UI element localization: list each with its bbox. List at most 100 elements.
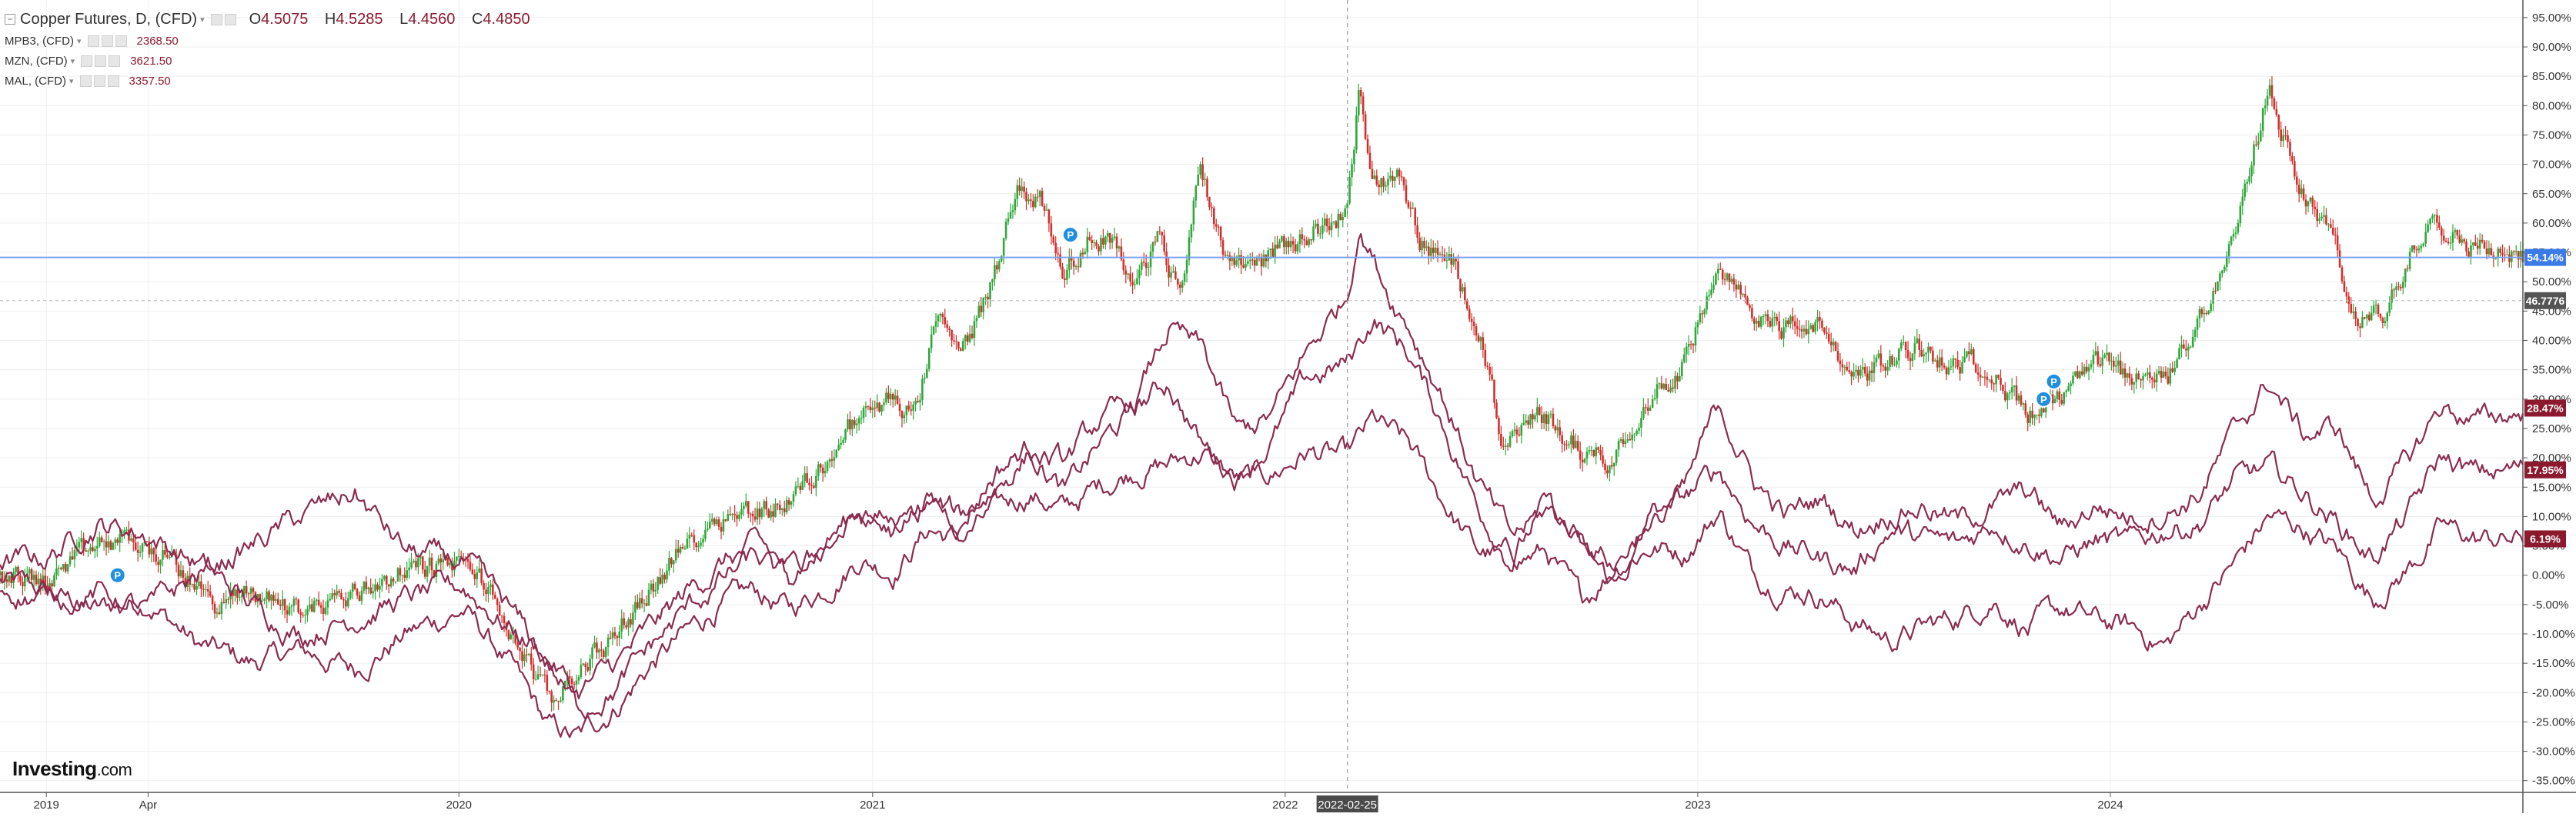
candle-body: [1482, 337, 1485, 350]
candle-body: [957, 342, 960, 349]
candle-body: [71, 556, 74, 560]
hide-icon[interactable]: [224, 13, 236, 25]
candle-body: [1077, 266, 1080, 268]
candle-body: [232, 590, 234, 596]
candle-body: [1488, 366, 1491, 375]
candle-body: [2478, 239, 2481, 249]
candle-body: [0, 571, 2, 575]
candle-body: [891, 394, 894, 400]
candle-body: [340, 592, 342, 600]
candle-body: [1217, 226, 1220, 228]
candle-body: [485, 589, 487, 595]
candle-body: [2347, 296, 2350, 305]
candle-body: [982, 298, 985, 312]
candle-body: [1592, 449, 1595, 456]
hide-icon[interactable]: [93, 75, 105, 87]
candle-body: [1545, 414, 1548, 425]
candle-body: [1016, 185, 1019, 199]
candle-body: [2427, 224, 2429, 232]
candle-body: [593, 642, 596, 648]
candle-body: [1911, 353, 1914, 362]
candle-body: [2436, 215, 2438, 223]
candle-body: [1004, 222, 1007, 238]
candle-body: [2167, 376, 2170, 384]
candle-body: [1615, 449, 1618, 463]
hide-icon[interactable]: [101, 35, 113, 47]
candle-body: [1624, 441, 1627, 445]
marker-circle: [1061, 226, 1079, 244]
candle-body: [1814, 322, 1816, 332]
candle-body: [937, 315, 940, 322]
y-tick-label: 95.00%: [2532, 12, 2571, 25]
candle-body: [1468, 308, 1471, 319]
settings-icon[interactable]: [79, 75, 92, 87]
candle-body: [410, 562, 413, 568]
remove-icon[interactable]: [107, 75, 119, 87]
candle-body: [1255, 257, 1258, 266]
candle-body: [2327, 224, 2330, 225]
candle-body: [1138, 269, 1141, 278]
badge-compare-0-label: 6.19%: [2530, 532, 2561, 545]
chevron-down-icon[interactable]: ▾: [77, 36, 82, 46]
candle-body: [2232, 233, 2235, 237]
candle-body: [1402, 177, 1405, 185]
candle-body: [1559, 427, 1562, 435]
candle-body: [1631, 434, 1634, 441]
candle-body: [2494, 258, 2497, 259]
candle-body: [700, 542, 702, 546]
candle-body: [790, 502, 793, 505]
candle-body: [1330, 222, 1333, 231]
candle-body: [1832, 342, 1835, 345]
candle-body: [2331, 227, 2334, 235]
chevron-down-icon[interactable]: ▾: [200, 15, 205, 25]
candle-body: [1918, 338, 1921, 350]
hide-icon[interactable]: [95, 55, 107, 67]
candle-body: [586, 666, 589, 671]
candle-body: [885, 392, 887, 403]
compare-line-2: [0, 318, 2524, 700]
candle-body: [944, 317, 947, 325]
candle-body: [1502, 445, 1505, 447]
y-tick-label: 70.00%: [2532, 158, 2571, 172]
remove-icon[interactable]: [115, 35, 127, 47]
candle-body: [1730, 278, 1733, 282]
candle-body: [1889, 355, 1891, 368]
y-tick-label: 25.00%: [2532, 422, 2571, 435]
candle-body: [598, 649, 600, 653]
candle-body: [2259, 130, 2262, 142]
candle-body: [32, 575, 35, 580]
candle-body: [1742, 293, 1744, 295]
candle-body: [553, 700, 555, 703]
candle-body: [591, 647, 593, 659]
candle-body: [247, 593, 250, 595]
chevron-down-icon[interactable]: ▾: [70, 56, 75, 66]
chevron-down-icon[interactable]: ▾: [69, 76, 74, 86]
candle-body: [797, 485, 800, 487]
remove-icon[interactable]: [109, 55, 121, 67]
settings-icon[interactable]: [81, 55, 93, 67]
candle-body: [1681, 362, 1683, 376]
candle-body: [640, 598, 643, 604]
candle-body: [78, 542, 81, 548]
candle-body: [743, 505, 745, 509]
candle-body: [991, 279, 994, 282]
investing-logo[interactable]: Investing.com: [12, 757, 132, 781]
candle-body: [787, 500, 790, 505]
candle-body: [259, 594, 262, 602]
candle-body: [2429, 218, 2431, 225]
candle-body: [1030, 199, 1032, 202]
candle-body: [279, 604, 282, 606]
candle-body: [1839, 360, 1842, 365]
candle-body: [1346, 203, 1348, 208]
candle-body: [765, 501, 768, 510]
candle-body: [686, 539, 689, 549]
collapse-icon[interactable]: −: [5, 14, 15, 25]
candle-body: [164, 550, 166, 555]
candle-body: [1074, 266, 1078, 268]
settings-icon[interactable]: [210, 13, 222, 25]
settings-icon[interactable]: [87, 35, 99, 47]
candle-body: [1111, 238, 1114, 243]
candle-body: [1863, 367, 1866, 374]
